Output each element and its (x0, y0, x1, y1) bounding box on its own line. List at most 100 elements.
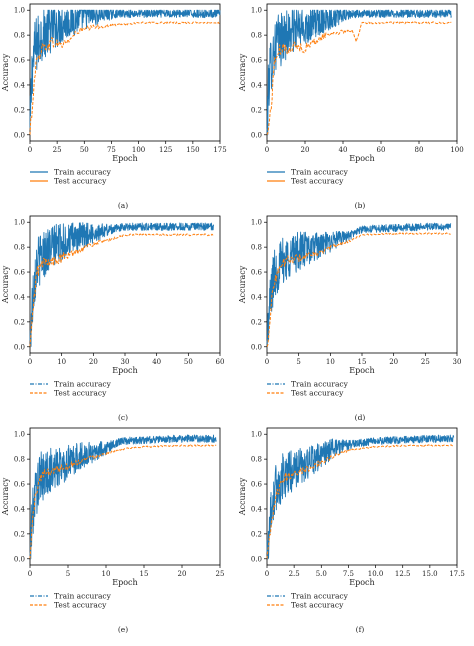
legend-label: Train accuracy (54, 380, 112, 389)
x-axis-label: Epoch (112, 578, 137, 587)
chart-svg: 0.0 0.2 0.4 0.6 0.8 1.0 0 25 50 75 100 125 150 175 Epo… (1, 3, 227, 210)
x-tick-label: 100 (132, 146, 145, 154)
x-tick-label: 5.0 (316, 570, 327, 578)
panel-caption: (a) (118, 201, 128, 210)
chart-panel: 0.0 0.2 0.4 0.6 0.8 1.0 0 2.5 5.0 7.5 10.0 12.5 15.0… (237, 424, 474, 636)
x-tick-label: 80 (415, 146, 424, 154)
legend-label: Test accuracy (291, 177, 344, 186)
x-tick-label: 175 (213, 146, 226, 154)
x-tick-label: 0 (28, 146, 32, 154)
y-tick-label: 0.4 (14, 505, 26, 513)
train-accuracy-line (29, 222, 215, 348)
y-tick-label: 0.2 (251, 318, 262, 326)
chart-panel: 0.0 0.2 0.4 0.6 0.8 1.0 0 10 20 30 40 50 60 Epoch Accu… (0, 212, 237, 424)
x-tick-label: 75 (107, 146, 116, 154)
x-tick-label: 60 (377, 146, 386, 154)
y-tick-label: 0.8 (14, 456, 25, 464)
chart-svg: 0.0 0.2 0.4 0.6 0.8 1.0 0 20 40 60 80 100 Epoch Accur… (238, 3, 464, 210)
x-tick-label: 40 (339, 146, 348, 154)
y-tick-label: 0.6 (14, 57, 26, 65)
y-tick-label: 0.2 (14, 318, 25, 326)
chart-svg: 0.0 0.2 0.4 0.6 0.8 1.0 0 2.5 5.0 7.5 10.0 12.5 15.0… (238, 427, 465, 634)
test-accuracy-line (266, 444, 454, 559)
x-tick-label: 0 (28, 358, 32, 366)
x-tick-label: 15.0 (422, 570, 438, 578)
y-tick-label: 0.6 (251, 481, 263, 489)
legend-label: Train accuracy (291, 380, 349, 389)
x-tick-label: 5 (66, 570, 70, 578)
x-axis-label: Epoch (349, 154, 374, 163)
x-tick-label: 30 (121, 358, 130, 366)
x-tick-label: 20 (389, 358, 398, 366)
x-tick-label: 50 (80, 146, 89, 154)
y-tick-label: 0.6 (14, 269, 26, 277)
axes-frame (266, 427, 458, 566)
y-tick-label: 1.0 (251, 219, 262, 227)
y-tick-label: 1.0 (14, 431, 25, 439)
test-accuracy-line (29, 21, 221, 135)
x-tick-label: 10 (57, 358, 66, 366)
y-tick-label: 0.0 (14, 343, 25, 351)
y-tick-label: 1.0 (14, 219, 25, 227)
y-tick-label: 0.6 (251, 269, 263, 277)
axes-frame (29, 427, 221, 566)
x-tick-label: 50 (184, 358, 193, 366)
x-tick-label: 17.5 (449, 570, 465, 578)
x-tick-label: 0 (265, 358, 269, 366)
x-tick-label: 20 (301, 146, 310, 154)
y-axis-label: Accuracy (238, 53, 247, 92)
panel-caption: (e) (118, 625, 128, 634)
x-tick-label: 100 (450, 146, 463, 154)
y-tick-label: 0.0 (251, 555, 262, 563)
legend-label: Train accuracy (54, 168, 112, 177)
y-tick-label: 0.8 (14, 244, 25, 252)
train-accuracy-line (29, 434, 217, 560)
y-tick-label: 0.4 (251, 505, 263, 513)
y-axis-label: Accuracy (238, 477, 247, 516)
x-tick-label: 150 (186, 146, 199, 154)
y-tick-label: 0.0 (14, 555, 25, 563)
y-axis-label: Accuracy (1, 53, 10, 92)
panel-caption: (f) (356, 625, 365, 634)
x-tick-label: 10.0 (368, 570, 384, 578)
x-tick-label: 0 (28, 570, 32, 578)
y-tick-label: 0.2 (251, 106, 262, 114)
test-accuracy-line (266, 21, 452, 135)
y-tick-label: 0.6 (14, 481, 26, 489)
legend-label: Test accuracy (54, 177, 107, 186)
test-accuracy-line (29, 233, 214, 347)
y-tick-label: 0.0 (251, 131, 262, 139)
x-tick-label: 0 (265, 146, 269, 154)
legend-label: Train accuracy (291, 592, 349, 601)
y-tick-label: 0.2 (251, 530, 262, 538)
y-tick-label: 0.4 (251, 81, 263, 89)
test-accuracy-line (29, 444, 217, 559)
legend-label: Test accuracy (291, 601, 344, 610)
x-tick-label: 60 (216, 358, 225, 366)
x-tick-label: 12.5 (395, 570, 411, 578)
legend-label: Test accuracy (54, 601, 107, 610)
x-tick-label: 10 (102, 570, 111, 578)
x-axis-label: Epoch (349, 366, 374, 375)
y-axis-label: Accuracy (1, 265, 10, 304)
chart-svg: 0.0 0.2 0.4 0.6 0.8 1.0 0 5 10 15 20 25 30 Epoch Accur… (238, 215, 461, 422)
y-tick-label: 0.4 (14, 81, 26, 89)
x-tick-label: 15 (140, 570, 149, 578)
chart-svg: 0.0 0.2 0.4 0.6 0.8 1.0 0 10 20 30 40 50 60 Epoch Accu… (1, 215, 225, 422)
axes-frame (266, 3, 458, 142)
x-tick-label: 20 (178, 570, 187, 578)
panel-caption: (b) (355, 201, 366, 210)
x-tick-label: 20 (89, 358, 98, 366)
y-tick-label: 0.4 (251, 293, 263, 301)
x-tick-label: 25 (421, 358, 430, 366)
x-axis-label: Epoch (349, 578, 374, 587)
x-tick-label: 7.5 (343, 570, 354, 578)
y-tick-label: 0.0 (251, 343, 262, 351)
panel-caption: (c) (118, 413, 128, 422)
y-tick-label: 0.0 (14, 131, 25, 139)
x-tick-label: 125 (159, 146, 172, 154)
x-tick-label: 40 (152, 358, 161, 366)
y-tick-label: 0.8 (251, 456, 262, 464)
y-tick-label: 0.2 (14, 530, 25, 538)
